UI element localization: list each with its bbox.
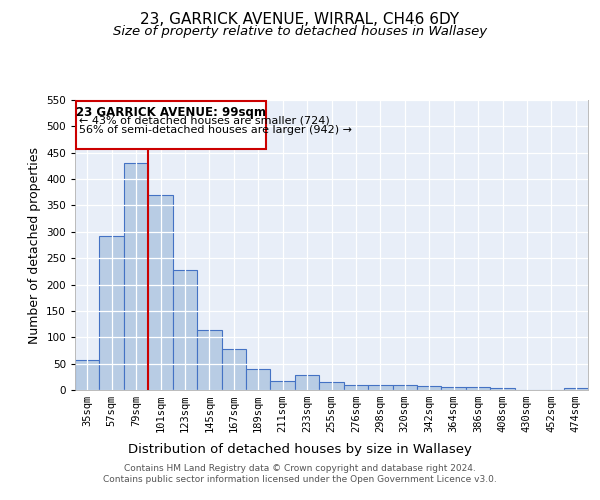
Bar [490, 388, 515, 390]
Text: 56% of semi-detached houses are larger (942) →: 56% of semi-detached houses are larger (… [79, 126, 352, 136]
Text: Contains public sector information licensed under the Open Government Licence v3: Contains public sector information licen… [103, 475, 497, 484]
Bar [319, 382, 344, 390]
Text: 23 GARRICK AVENUE: 99sqm: 23 GARRICK AVENUE: 99sqm [76, 106, 266, 120]
Bar [368, 386, 392, 390]
Text: Contains HM Land Registry data © Crown copyright and database right 2024.: Contains HM Land Registry data © Crown c… [124, 464, 476, 473]
Bar [295, 375, 319, 390]
Bar [173, 270, 197, 390]
Bar [392, 384, 417, 390]
Bar [197, 330, 221, 390]
Bar [75, 360, 100, 390]
Bar [442, 388, 466, 390]
Bar [466, 388, 490, 390]
Bar [246, 370, 271, 390]
Y-axis label: Number of detached properties: Number of detached properties [28, 146, 41, 344]
Bar [563, 388, 588, 390]
Bar [124, 164, 148, 390]
Text: 23, GARRICK AVENUE, WIRRAL, CH46 6DY: 23, GARRICK AVENUE, WIRRAL, CH46 6DY [140, 12, 460, 28]
Text: Distribution of detached houses by size in Wallasey: Distribution of detached houses by size … [128, 442, 472, 456]
Bar [271, 380, 295, 390]
Bar [100, 236, 124, 390]
Bar [148, 195, 173, 390]
Bar [344, 384, 368, 390]
FancyBboxPatch shape [76, 101, 266, 148]
Bar [221, 350, 246, 390]
Text: ← 43% of detached houses are smaller (724): ← 43% of detached houses are smaller (72… [79, 116, 329, 126]
Text: Size of property relative to detached houses in Wallasey: Size of property relative to detached ho… [113, 25, 487, 38]
Bar [417, 386, 442, 390]
